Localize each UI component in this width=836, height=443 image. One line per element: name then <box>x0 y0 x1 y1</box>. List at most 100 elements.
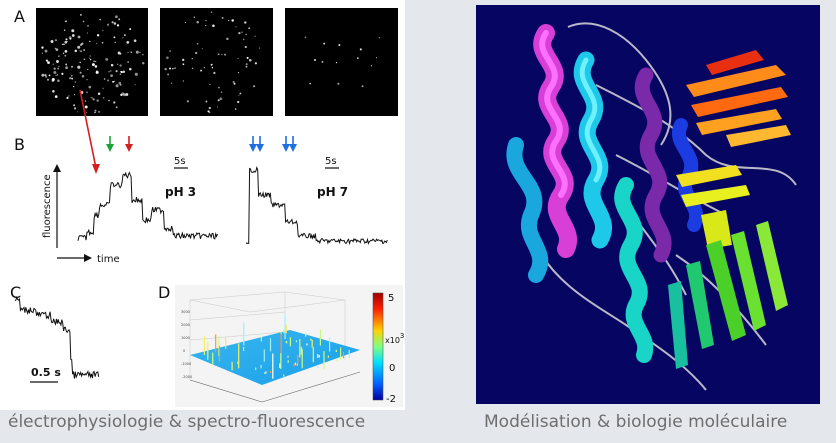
microscopy-dot <box>91 63 95 66</box>
microscopy-dot <box>248 27 251 30</box>
beta-sheet-orange <box>686 50 791 147</box>
microscopy-dot <box>81 74 85 78</box>
microscopy-dot <box>142 62 145 65</box>
microscopy-dot <box>86 91 88 94</box>
svg-text:3000: 3000 <box>181 310 190 314</box>
microscopy-dot <box>313 58 317 62</box>
microscopy-dot <box>87 68 89 71</box>
microscopy-dot <box>223 53 227 56</box>
microscopy-dot <box>115 70 118 73</box>
microscopy-dot <box>88 85 92 89</box>
helix-cyan-1 <box>573 51 612 249</box>
red-step-arrow <box>125 136 133 152</box>
microscopy-dot <box>254 35 256 37</box>
microscopy-dot <box>237 100 240 104</box>
microscopy-dot <box>83 58 86 61</box>
microscopy-dot <box>113 22 117 25</box>
microscopy-dot <box>235 26 237 28</box>
microscopy-dot <box>182 80 185 82</box>
microscopy-dot <box>44 49 48 53</box>
microscopy-dot <box>208 106 211 110</box>
microscopy-dot <box>110 70 112 72</box>
axis-label-fluorescence: fluorescence <box>42 174 53 238</box>
microscopy-dot <box>79 71 82 74</box>
microscopy-dot <box>103 78 106 80</box>
ph-label-right: pH 7 <box>317 185 348 199</box>
microscopy-dot <box>122 70 126 74</box>
microscopy-dot <box>233 82 236 85</box>
microscopy-dot <box>51 79 55 83</box>
microscopy-dot <box>91 97 94 99</box>
y-axis-arrow <box>53 164 61 172</box>
scalebar-label-left: 5s <box>174 156 186 167</box>
microscopy-dot <box>246 56 249 59</box>
microscopy-dot <box>68 95 70 97</box>
microscopy-dot <box>130 51 133 54</box>
panel-label-c: C <box>10 283 21 302</box>
microscopy-dot <box>201 48 203 50</box>
microscopy-dot <box>86 78 88 81</box>
microscopy-dot <box>191 67 194 69</box>
svg-text:-2000: -2000 <box>182 375 192 379</box>
microscopy-dot <box>245 63 248 66</box>
panel-label-a: A <box>14 7 25 26</box>
figure-canvas: A B C D fluorescence time <box>10 7 404 407</box>
figure-panel-left: A B C D fluorescence time <box>0 0 405 410</box>
microscopy-dot <box>122 37 124 39</box>
microscopy-dot <box>99 18 101 21</box>
microscopy-dot <box>242 38 245 41</box>
colorbar-tick-bottom: -2 <box>386 394 396 405</box>
microscopy-dot <box>357 57 359 59</box>
microscopy-dot <box>212 24 215 28</box>
microscopy-dot <box>69 76 72 80</box>
microscopy-dot <box>124 34 126 36</box>
microscopy-dot <box>166 56 169 60</box>
microscopy-dot <box>110 74 113 77</box>
microscopy-dot <box>200 69 203 72</box>
microscopy-dot <box>142 53 144 56</box>
microscopy-dot <box>244 21 247 24</box>
microscopy-dot <box>45 59 49 62</box>
microscopy-dot <box>89 55 91 57</box>
microscopy-dot <box>378 37 380 39</box>
microscopy-dot <box>55 48 59 51</box>
microscopy-dot <box>218 86 220 89</box>
microscopy-dot <box>167 73 170 76</box>
microscopy-dot <box>169 50 171 52</box>
microscopy-dot <box>86 32 88 34</box>
microscopy-dot <box>127 61 130 63</box>
microscopy-dot <box>44 73 47 77</box>
microscopy-dot <box>237 57 239 60</box>
microscopy-dot <box>213 71 216 75</box>
microscopy-dot <box>64 54 67 57</box>
microscopy-dot <box>182 63 185 66</box>
microscopy-dot <box>89 40 91 43</box>
microscopy-dot <box>96 42 98 45</box>
microscopy-dot <box>120 70 123 73</box>
microscopy-dot <box>205 20 207 22</box>
microscopy-dot <box>335 62 338 64</box>
microscopy-dot <box>52 90 55 93</box>
microscopy-dot <box>118 18 121 21</box>
colorbar-exponent: x103 <box>385 332 404 345</box>
microscopy-dot <box>134 72 138 76</box>
surface-plot-spikes <box>203 314 350 379</box>
microscopy-dot <box>94 109 97 112</box>
svg-text:0: 0 <box>183 349 185 353</box>
trace-panel-c <box>14 295 100 379</box>
microscopy-dot <box>117 51 121 55</box>
microscopy-dot <box>321 60 324 63</box>
microscopy-dot <box>77 45 81 49</box>
microscopy-dot <box>119 73 122 75</box>
microscopy-dot <box>66 40 68 43</box>
microscopy-dot <box>56 60 59 63</box>
microscopy-dot <box>108 71 110 73</box>
blue-step-arrow-3 <box>282 136 290 152</box>
microscopy-dot <box>94 111 96 114</box>
colorbar-tick-mid: 0 <box>389 363 395 374</box>
microscopy-dot <box>196 20 199 24</box>
microscopy-dot <box>238 31 241 35</box>
microscopy-dot <box>133 39 137 43</box>
microscopy-dot <box>98 111 100 113</box>
microscopy-dot <box>74 94 76 96</box>
